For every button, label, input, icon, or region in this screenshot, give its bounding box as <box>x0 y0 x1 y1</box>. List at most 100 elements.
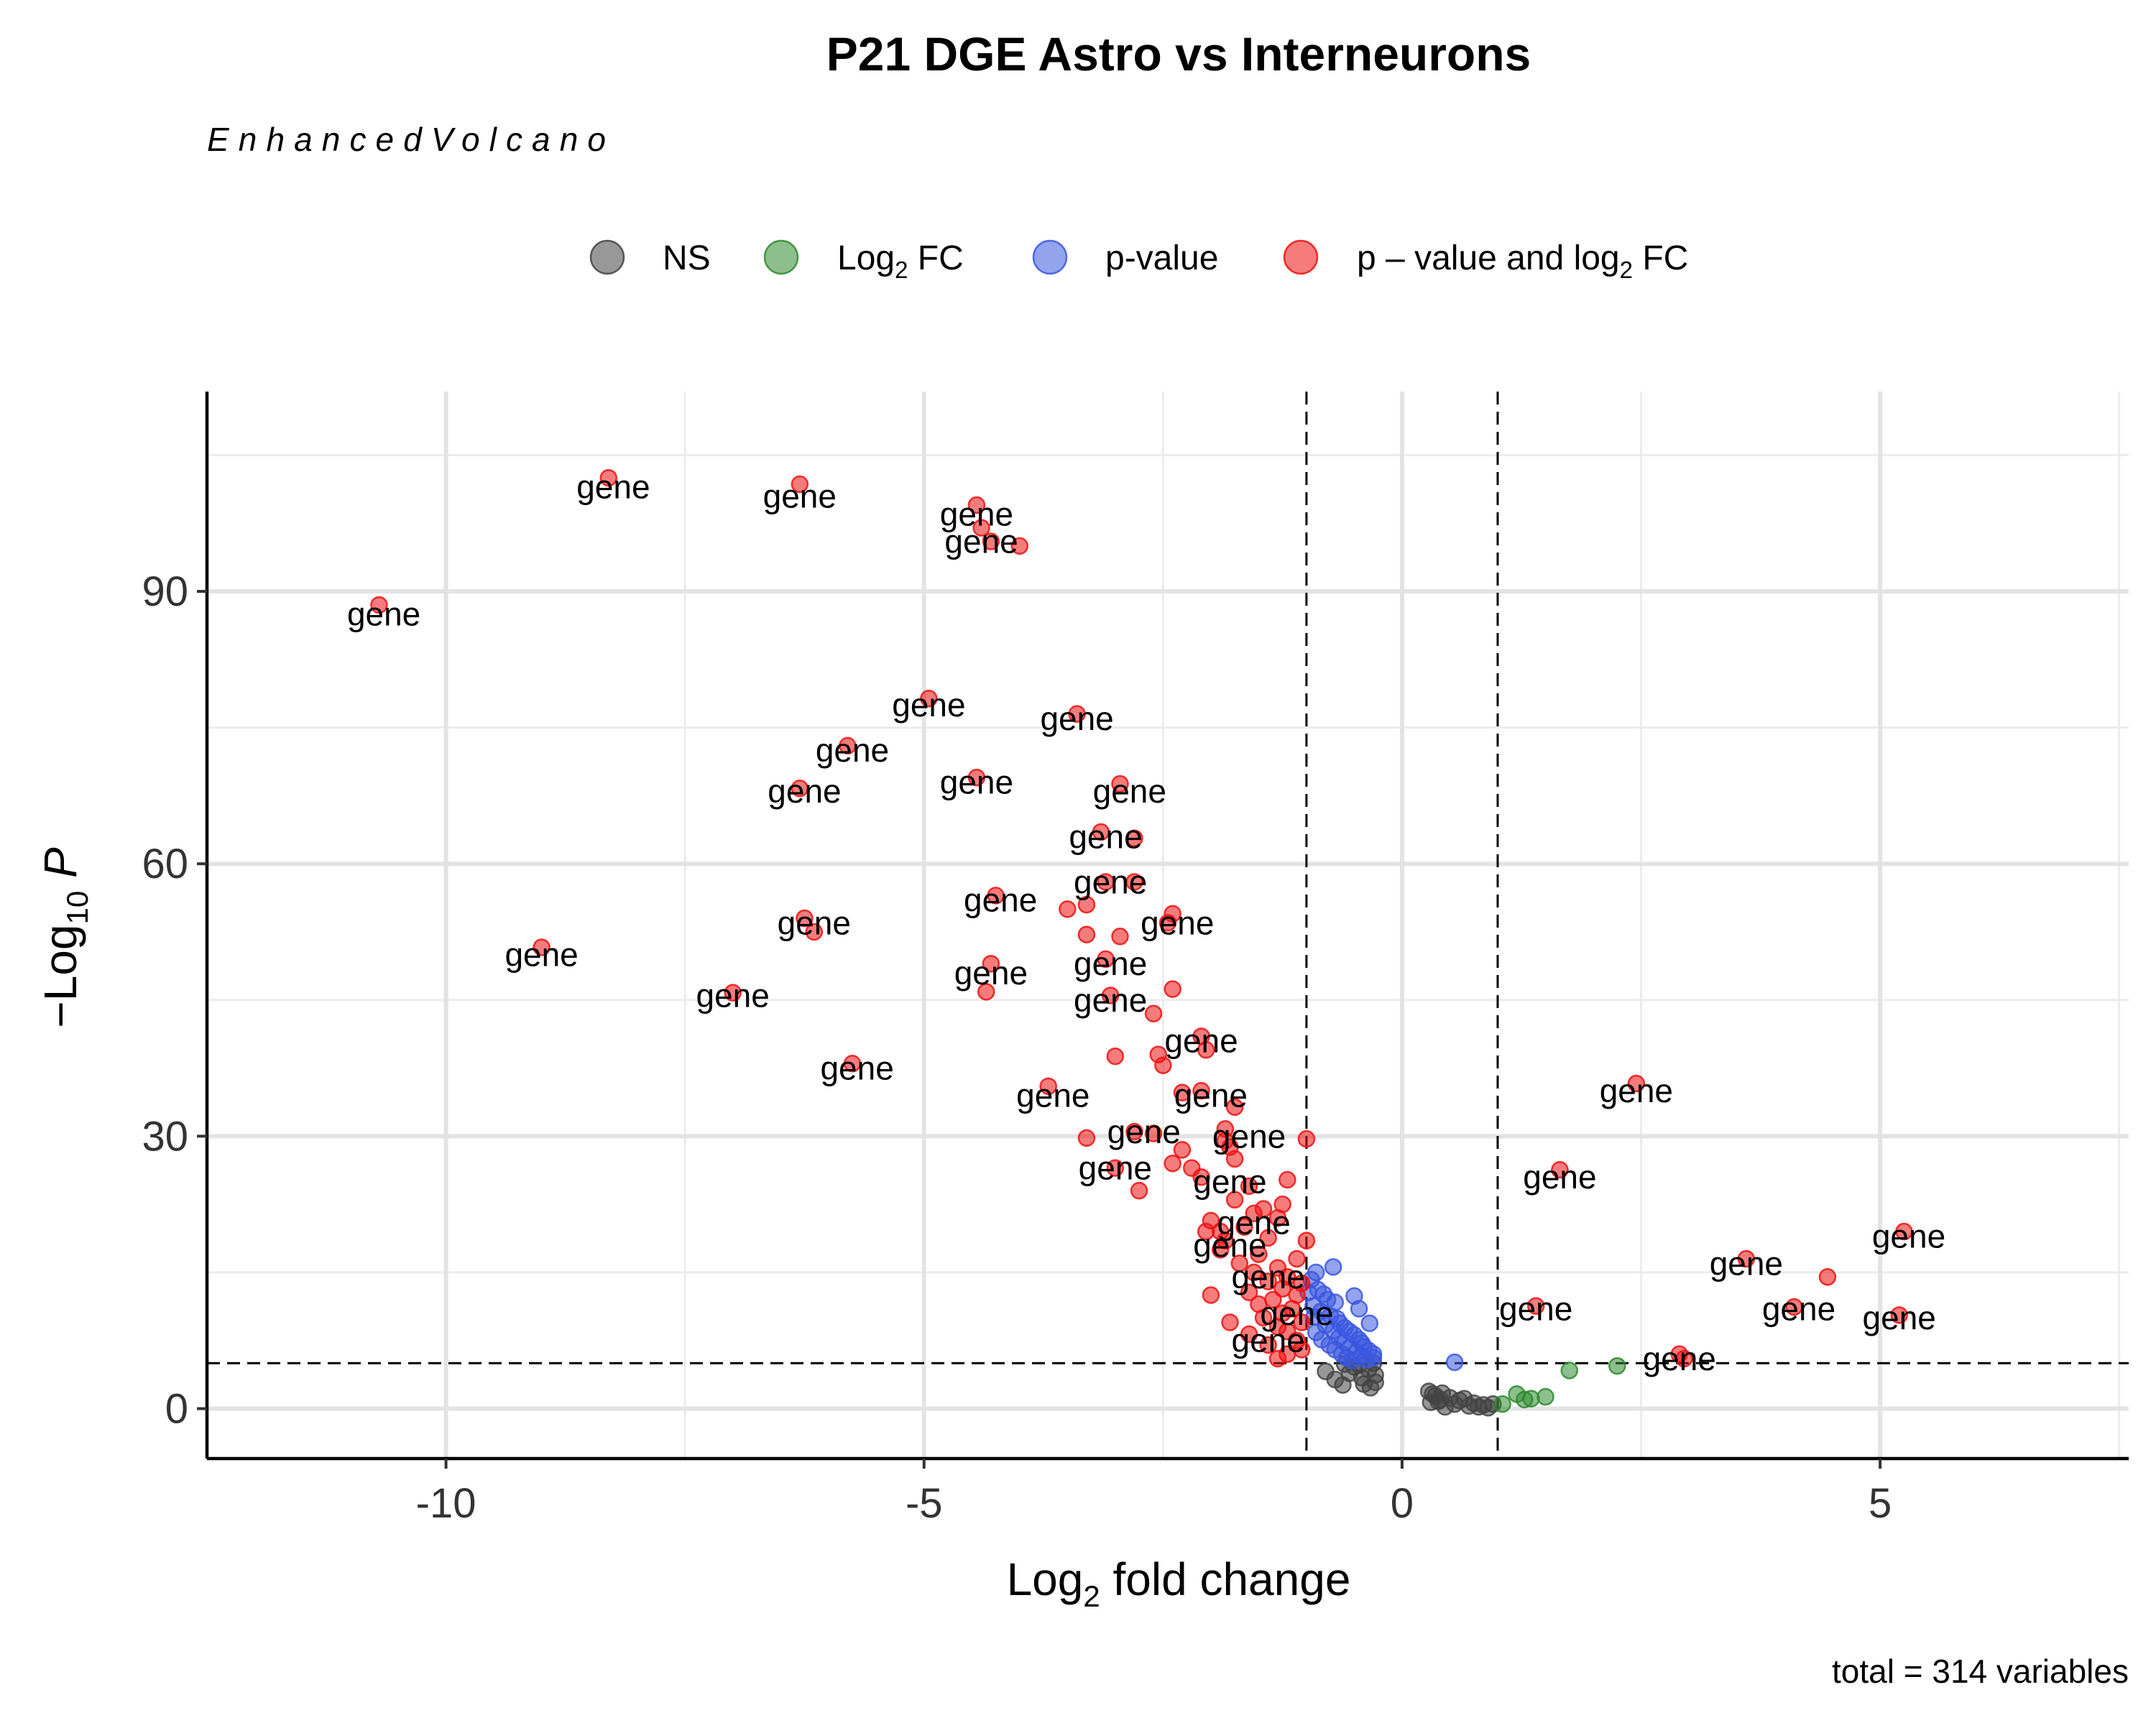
data-points <box>370 468 1913 1417</box>
point-label: gene <box>1193 1226 1266 1264</box>
point-both <box>1627 1074 1646 1093</box>
point-both <box>1890 1306 1908 1324</box>
point-both <box>839 736 857 755</box>
legend: NS Log2 FC p-value p – value and log2 FC <box>589 239 1688 283</box>
point-both <box>1097 873 1115 891</box>
point-both <box>1250 1245 1268 1263</box>
point-both <box>1254 1308 1273 1327</box>
point-label: gene <box>1232 1258 1305 1295</box>
point-label: gene <box>505 936 578 974</box>
y-tick-label: 90 <box>142 568 188 615</box>
point-label: gene <box>940 763 1013 800</box>
y-axis-label-sub: 10 <box>60 891 94 925</box>
point-ns <box>1470 1397 1488 1416</box>
point-both <box>1101 987 1120 1004</box>
point-both <box>1173 1141 1192 1159</box>
point-both <box>1737 1249 1756 1268</box>
point-label: gene <box>1863 1299 1936 1336</box>
legend-key-pvalue <box>1032 239 1068 275</box>
point-both <box>1039 1077 1057 1096</box>
point-both <box>1279 1170 1296 1189</box>
point-log2fc <box>1493 1395 1511 1413</box>
point-both <box>1259 1272 1277 1290</box>
point-both <box>1245 1263 1263 1282</box>
point-label: gene <box>1074 981 1147 1019</box>
point-both <box>1785 1298 1803 1316</box>
point-label: gene <box>778 904 851 941</box>
chart-subtitle: EnhancedVolcano <box>207 121 606 158</box>
point-both <box>977 983 995 1001</box>
point-both <box>982 954 1000 973</box>
point-both <box>1125 829 1143 848</box>
point-both <box>1211 1241 1230 1259</box>
point-both <box>1202 1286 1220 1304</box>
point-label: gene <box>768 772 841 810</box>
grid <box>206 392 2129 1459</box>
point-label: gene <box>1016 1076 1089 1114</box>
point-both <box>1059 900 1077 918</box>
legend-key-ns <box>589 239 625 275</box>
point-both <box>724 984 742 1002</box>
point-ns <box>1455 1390 1473 1408</box>
point-log2fc <box>1537 1387 1554 1406</box>
point-both <box>1154 1056 1172 1075</box>
point-ns <box>1433 1384 1452 1403</box>
point-label: gene <box>940 496 1013 533</box>
point-label: gene <box>1217 1203 1291 1241</box>
x-axis-label-prefix: Log <box>1007 1553 1084 1605</box>
point-both <box>987 887 1005 905</box>
point-label: gene <box>1141 904 1214 941</box>
point-both <box>1895 1222 1913 1241</box>
point-both <box>967 768 986 787</box>
point-pvalue <box>1360 1314 1378 1332</box>
point-label: gene <box>696 976 770 1014</box>
point-both <box>1526 1297 1545 1315</box>
point-label: gene <box>1643 1340 1716 1377</box>
point-both <box>805 923 824 941</box>
point-label: gene <box>1164 1022 1238 1060</box>
point-label: gene <box>1074 863 1147 900</box>
point-both <box>1111 775 1129 793</box>
point-both <box>599 468 617 487</box>
point-both <box>1106 1159 1125 1177</box>
point-both <box>791 780 809 798</box>
point-both <box>1111 928 1129 946</box>
point-both <box>796 909 814 928</box>
point-label: gene <box>763 477 837 514</box>
point-label: gene <box>1093 772 1166 810</box>
x-tick-label: -10 <box>416 1480 476 1527</box>
point-both <box>1259 1336 1277 1354</box>
point-log2fc <box>1560 1362 1578 1380</box>
point-label: gene <box>1040 700 1113 737</box>
point-both <box>982 532 1000 550</box>
point-both <box>1818 1267 1837 1286</box>
point-both <box>1097 950 1115 969</box>
point-both <box>1158 914 1177 932</box>
legend-key-log2fc <box>763 239 799 275</box>
point-both <box>1106 1047 1125 1066</box>
point-label: gene <box>1523 1158 1596 1196</box>
point-both <box>1297 1232 1316 1249</box>
y-tick-label: 60 <box>142 841 188 887</box>
point-both <box>1164 980 1181 998</box>
point-label: gene <box>1872 1217 1945 1255</box>
point-both <box>1235 1218 1253 1236</box>
point-both <box>1164 1155 1181 1173</box>
point-label: gene <box>944 523 1018 560</box>
point-label: gene <box>820 1050 893 1087</box>
legend-label-log2fc: Log2 FC <box>837 239 964 283</box>
point-both <box>1230 1255 1249 1272</box>
legend-label-pvalue: p-value <box>1105 239 1218 277</box>
point-both <box>1225 1098 1244 1117</box>
y-tick-label: 0 <box>165 1385 188 1432</box>
point-both <box>1197 1041 1215 1059</box>
point-label: gene <box>892 686 965 724</box>
point-label: gene <box>954 954 1028 992</box>
point-both <box>1125 1122 1143 1141</box>
point-log2fc <box>1608 1357 1626 1375</box>
point-both <box>1010 537 1029 555</box>
point-both <box>1221 1313 1239 1331</box>
point-label: gene <box>1212 1117 1286 1155</box>
